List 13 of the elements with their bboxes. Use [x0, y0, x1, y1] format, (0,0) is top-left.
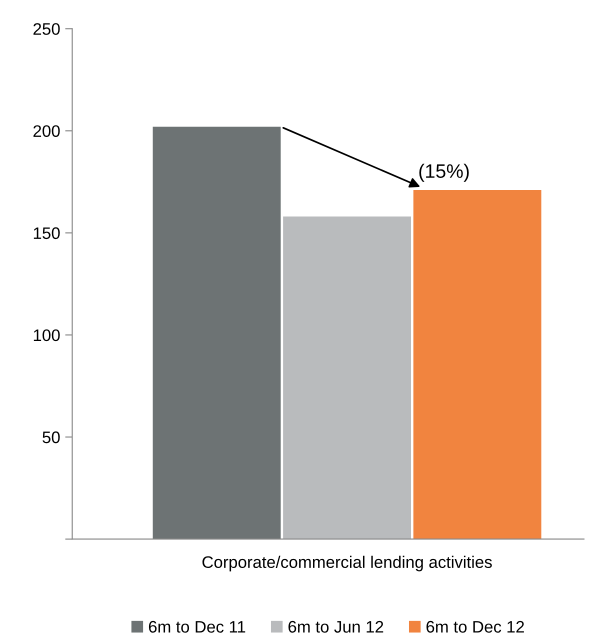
y-tick-label: 250: [33, 23, 60, 35]
legend-label: 6m to Jun 12: [288, 620, 384, 633]
bar: [283, 216, 412, 540]
y-tick-label: 50: [42, 431, 60, 444]
annotation: (15%): [419, 164, 469, 182]
x-tick-label: Corporate/commercial lending activities: [202, 556, 492, 572]
legend-label: 6m to Dec 12: [426, 620, 524, 633]
y-tick-label: 200: [33, 125, 60, 137]
bar: [413, 190, 542, 540]
y-tick-label: 100: [34, 329, 60, 342]
bar: [152, 126, 281, 540]
legend-label: 6m to Dec 11: [148, 620, 246, 633]
y-tick-label: 150: [34, 227, 60, 240]
